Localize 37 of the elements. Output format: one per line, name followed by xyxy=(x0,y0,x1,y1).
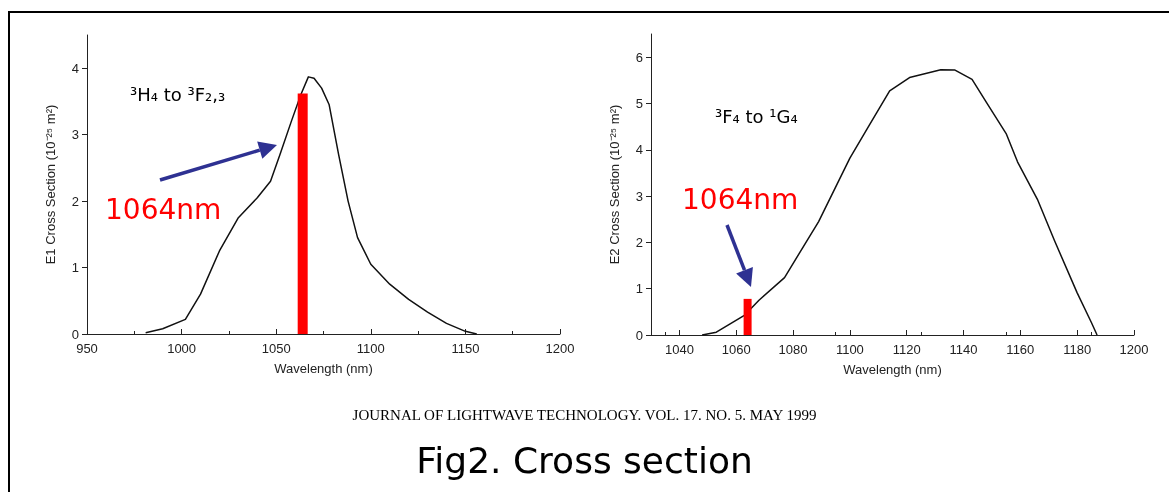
x-tick-label: 1140 xyxy=(949,342,978,357)
annotation: 1064nm xyxy=(105,192,222,226)
y-tick-label: 3 xyxy=(635,188,643,204)
x-tick-label: 950 xyxy=(76,341,98,356)
x-tick-label: 1060 xyxy=(721,342,751,357)
y-tick-label: 4 xyxy=(635,142,643,158)
x-tick-label: 1180 xyxy=(1063,342,1092,357)
y-tick-label: 2 xyxy=(71,193,79,209)
y-tick-label: 3 xyxy=(71,127,79,143)
caption: Fig2. Cross section xyxy=(415,440,754,481)
x-tick-label: 1000 xyxy=(167,341,197,356)
annotation: ³H₄ to ³F₂,₃ xyxy=(130,83,226,105)
y-tick-label: 6 xyxy=(635,49,643,65)
y-tick-label: 1 xyxy=(71,260,79,276)
y-tick-label: 2 xyxy=(635,234,643,250)
text: JOURNAL OF LIGHTWAVE TECHNOLOGY. VOL. 17. NO. 5. MAY 1999 xyxy=(351,407,818,424)
x-axis-title: Wavelength (nm) xyxy=(274,361,373,376)
x-tick-label: 1120 xyxy=(892,342,921,357)
x-tick-label: 1050 xyxy=(261,341,291,356)
x-axis-title: Wavelength (nm) xyxy=(843,362,942,377)
y-tick-label: 5 xyxy=(635,95,643,111)
x-tick-label: 1200 xyxy=(545,341,575,356)
x-tick-label: 1080 xyxy=(778,342,808,357)
x-tick-label: 1100 xyxy=(356,341,385,356)
x-tick-label: 1150 xyxy=(451,341,480,356)
x-tick-label: 1100 xyxy=(835,342,864,357)
y-tick-label: 0 xyxy=(635,327,643,343)
y-axis-title: E2 Cross Section (10⁻²⁵ m²) xyxy=(607,104,622,265)
y-axis-title: E1 Cross Section (10⁻²⁵ m²) xyxy=(43,104,58,265)
x-tick-label: 1160 xyxy=(1006,342,1035,357)
y-tick-label: 4 xyxy=(71,60,79,76)
y-tick-label: 0 xyxy=(71,326,79,342)
y-tick-label: 1 xyxy=(635,281,643,297)
x-tick-label: 1040 xyxy=(664,342,694,357)
x-tick-label: 1200 xyxy=(1119,342,1149,357)
annotation: 1064nm xyxy=(682,182,799,216)
annotation: ³F₄ to ¹G₄ xyxy=(715,105,798,127)
